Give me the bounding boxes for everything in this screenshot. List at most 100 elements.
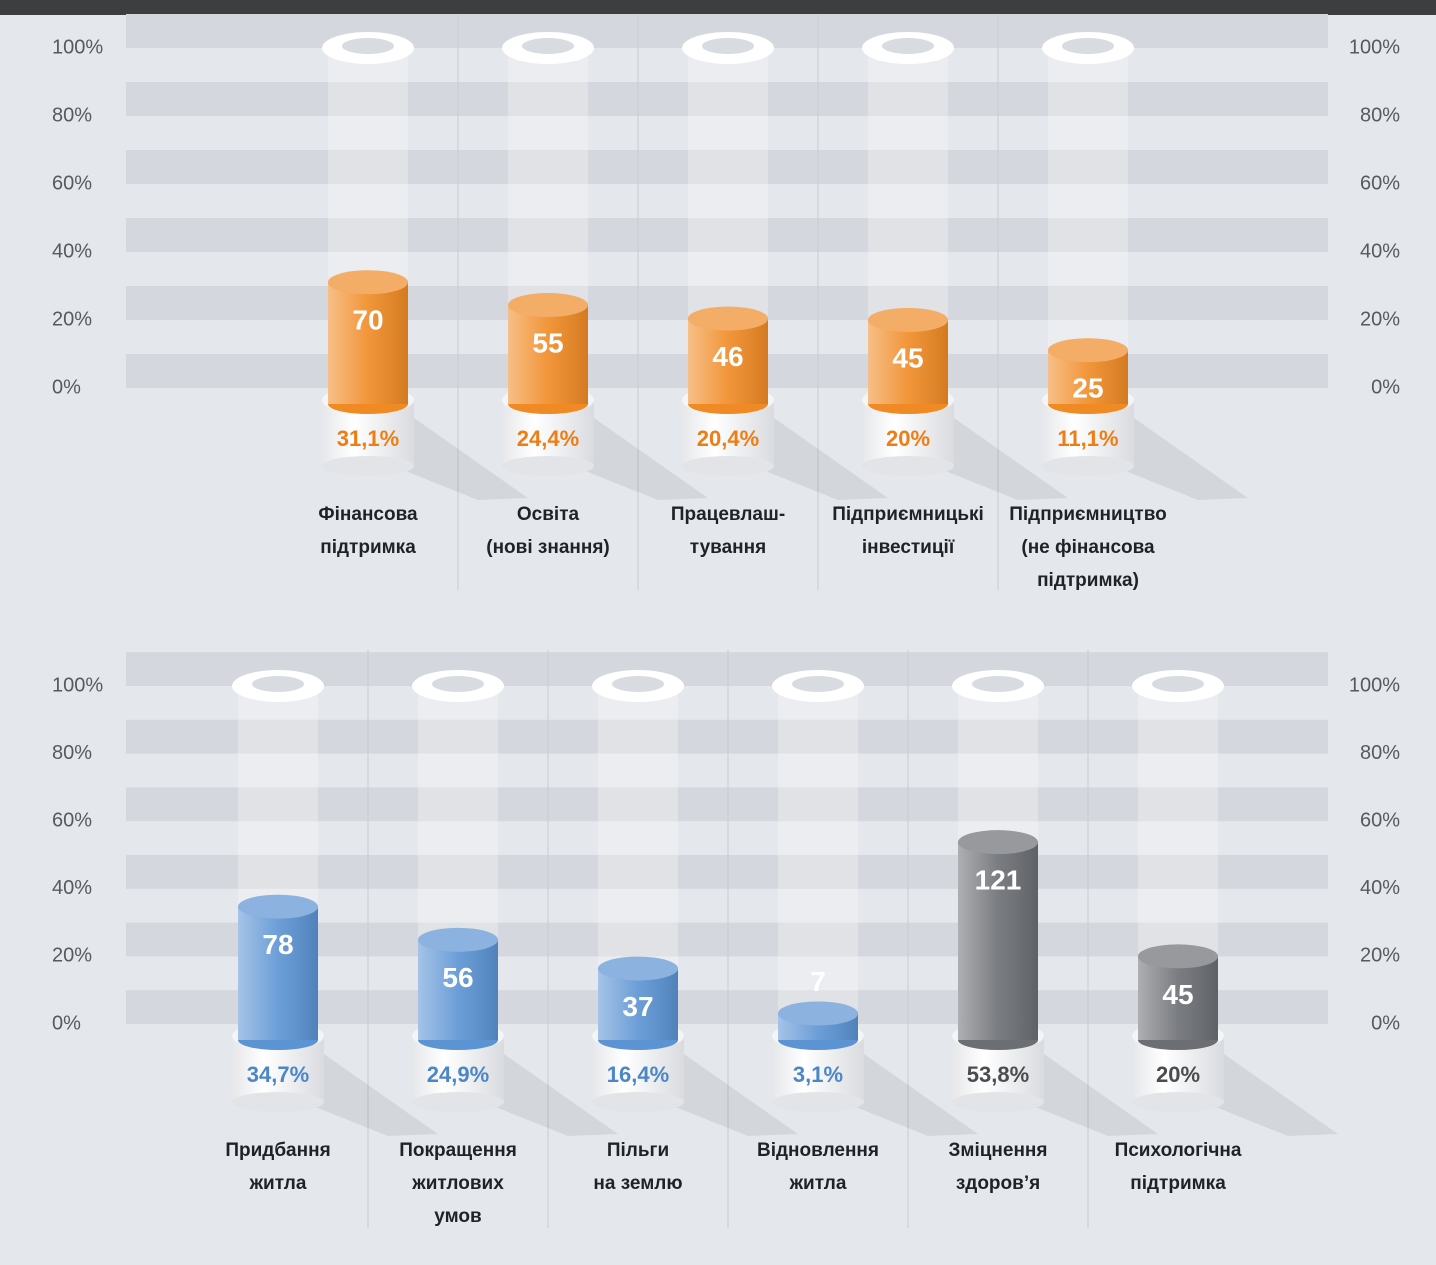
pedestal-bottom bbox=[592, 1092, 684, 1112]
tube-ring-inner bbox=[252, 676, 304, 692]
tube-ring-inner bbox=[1152, 676, 1204, 692]
x-tick-label: Психологічна bbox=[1115, 1140, 1242, 1161]
x-tick-label: підтримка bbox=[1130, 1173, 1226, 1194]
x-tick-label: Працевлаш- bbox=[671, 504, 785, 525]
y-tick-label-right: 20% bbox=[1360, 945, 1400, 967]
x-tick-label: тування bbox=[690, 537, 766, 558]
x-tick-label: житлових bbox=[411, 1173, 504, 1194]
x-tick-label: підтримка bbox=[320, 537, 416, 558]
x-tick-label: Підприємницькі bbox=[832, 504, 984, 525]
x-tick-label: Підприємництво bbox=[1009, 504, 1166, 525]
count-label: 45 bbox=[1162, 979, 1193, 1010]
bar-top-light bbox=[238, 895, 318, 919]
tube-ring-inner bbox=[972, 676, 1024, 692]
value-label: 20% bbox=[886, 426, 930, 451]
value-label: 3,1% bbox=[793, 1062, 843, 1087]
y-tick-label: 0% bbox=[52, 1012, 81, 1034]
bar-top-light bbox=[778, 1002, 858, 1026]
infographic: 0% 0% 20% 20% 40% 40% 60% 60% 80% 80% 100% 100% 70 31… bbox=[0, 0, 1436, 1265]
y-tick-label-right: 60% bbox=[1360, 172, 1400, 194]
bar-top-light bbox=[1048, 338, 1128, 362]
x-tick-label: житла bbox=[789, 1173, 847, 1194]
x-tick-label: житла bbox=[249, 1173, 307, 1194]
y-tick-label: 20% bbox=[52, 945, 92, 967]
pedestal-bottom bbox=[772, 1092, 864, 1112]
y-tick-label: 20% bbox=[52, 308, 92, 330]
y-tick-label: 60% bbox=[52, 809, 92, 831]
count-label: 56 bbox=[442, 962, 473, 993]
pedestal-bottom bbox=[952, 1092, 1044, 1112]
x-tick-label: (не фінансова bbox=[1021, 537, 1155, 558]
y-tick-label-right: 100% bbox=[1349, 36, 1400, 58]
count-label: 55 bbox=[532, 327, 563, 358]
pedestal-bottom bbox=[502, 456, 594, 476]
pedestal-bottom bbox=[682, 456, 774, 476]
x-tick-label: підтримка) bbox=[1037, 570, 1139, 591]
y-tick-label-right: 60% bbox=[1360, 809, 1400, 831]
count-label: 45 bbox=[892, 342, 923, 373]
y-tick-label: 60% bbox=[52, 172, 92, 194]
x-tick-label: Придбання bbox=[225, 1140, 330, 1161]
x-tick-label: Фінансова bbox=[318, 504, 418, 525]
bar-top-light bbox=[958, 830, 1038, 854]
bar-top-light bbox=[598, 957, 678, 981]
x-tick-label: Пільги bbox=[607, 1140, 669, 1161]
y-tick-label: 40% bbox=[52, 240, 92, 262]
pedestal-bottom bbox=[1132, 1092, 1224, 1112]
y-tick-label-right: 40% bbox=[1360, 877, 1400, 899]
value-label: 53,8% bbox=[967, 1062, 1029, 1087]
tube-ring-inner bbox=[882, 38, 934, 54]
y-tick-label-right: 0% bbox=[1371, 376, 1400, 398]
y-tick-label-right: 80% bbox=[1360, 742, 1400, 764]
y-tick-label-right: 80% bbox=[1360, 104, 1400, 126]
top-strip bbox=[0, 0, 1436, 15]
y-tick-label: 100% bbox=[52, 36, 103, 58]
value-label: 31,1% bbox=[337, 426, 399, 451]
count-label: 70 bbox=[352, 305, 383, 336]
x-tick-label: інвестиції bbox=[862, 537, 955, 558]
y-tick-label: 0% bbox=[52, 376, 81, 398]
count-label: 7 bbox=[810, 966, 826, 997]
bar-shine bbox=[238, 907, 318, 1040]
pedestal-bottom bbox=[862, 456, 954, 476]
bar-shine bbox=[328, 282, 408, 404]
value-label: 24,9% bbox=[427, 1062, 489, 1087]
bar-top-light bbox=[688, 307, 768, 331]
x-tick-label: (нові знання) bbox=[486, 537, 610, 558]
y-tick-label-right: 40% bbox=[1360, 240, 1400, 262]
y-tick-label: 100% bbox=[52, 674, 103, 696]
tube-ring-inner bbox=[522, 38, 574, 54]
value-label: 20% bbox=[1156, 1062, 1200, 1087]
value-label: 11,1% bbox=[1057, 426, 1118, 451]
y-tick-label-right: 100% bbox=[1349, 674, 1400, 696]
bar-top-light bbox=[1138, 944, 1218, 968]
pedestal-bottom bbox=[322, 456, 414, 476]
bar-top-light bbox=[328, 270, 408, 294]
x-tick-label: Зміцнення bbox=[949, 1140, 1048, 1161]
pedestal-bottom bbox=[412, 1092, 504, 1112]
x-tick-label: здоров’я bbox=[956, 1173, 1040, 1194]
x-tick-label: на землю bbox=[593, 1173, 682, 1194]
y-tick-label-right: 0% bbox=[1371, 1012, 1400, 1034]
count-label: 25 bbox=[1072, 373, 1103, 404]
value-label: 24,4% bbox=[517, 426, 579, 451]
x-tick-label: умов bbox=[434, 1206, 481, 1227]
value-label: 16,4% bbox=[607, 1062, 669, 1087]
tube-ring-inner bbox=[792, 676, 844, 692]
y-tick-label: 40% bbox=[52, 877, 92, 899]
tube-ring-inner bbox=[702, 38, 754, 54]
y-tick-label: 80% bbox=[52, 742, 92, 764]
bar-top-light bbox=[508, 293, 588, 317]
x-tick-label: Покращення bbox=[399, 1140, 517, 1161]
y-tick-label: 80% bbox=[52, 104, 92, 126]
tube-ring-inner bbox=[342, 38, 394, 54]
bar-top-light bbox=[868, 308, 948, 332]
x-tick-label: Відновлення bbox=[757, 1140, 879, 1161]
bar-top-light bbox=[418, 928, 498, 952]
count-label: 78 bbox=[262, 929, 293, 960]
count-label: 37 bbox=[622, 991, 653, 1022]
value-label: 20,4% bbox=[697, 426, 759, 451]
page: 0% 0% 20% 20% 40% 40% 60% 60% 80% 80% 100% 100% 70 31… bbox=[0, 0, 1436, 1265]
value-label: 34,7% bbox=[247, 1062, 309, 1087]
count-label: 46 bbox=[712, 341, 743, 372]
